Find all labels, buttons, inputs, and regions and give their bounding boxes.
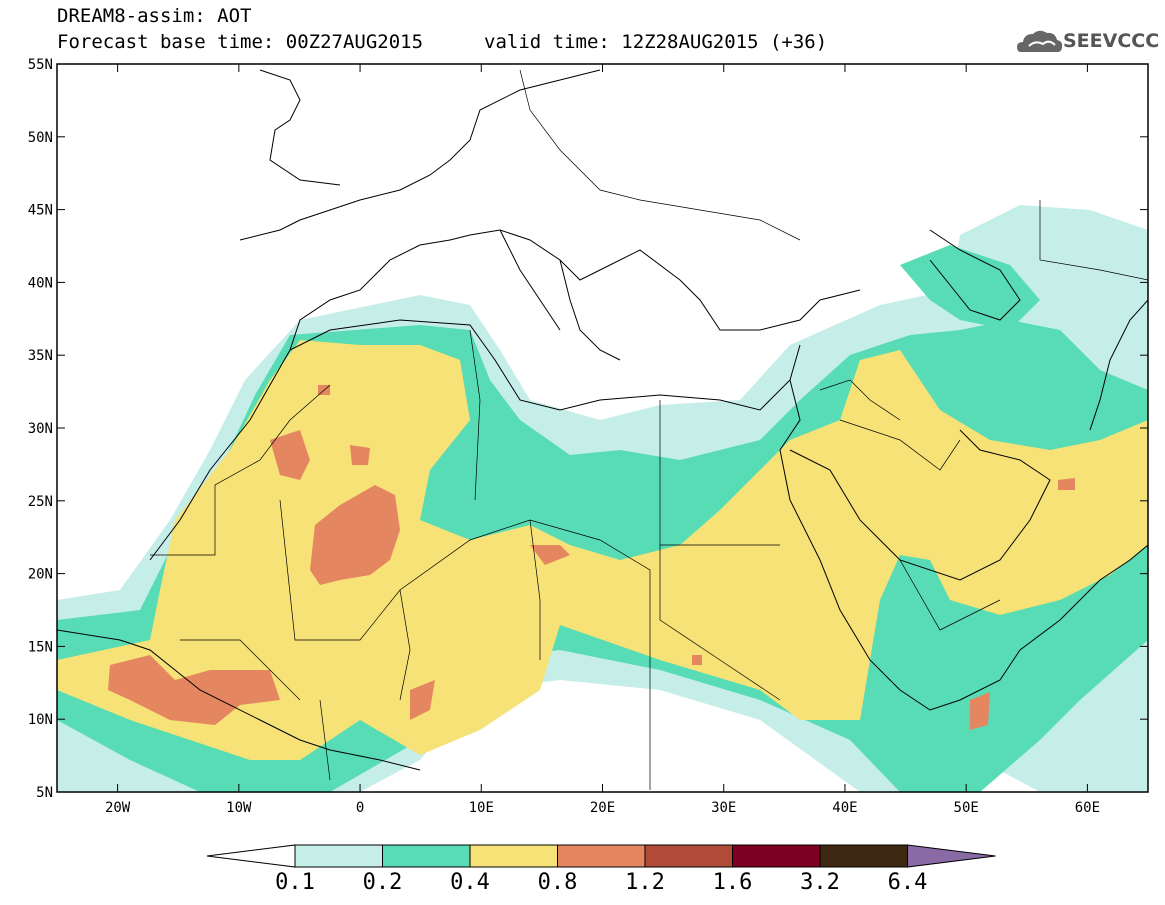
colorbar-segment — [557, 844, 646, 868]
colorbar-label: 0.4 — [450, 870, 490, 895]
lat-tick-label: 30N — [28, 421, 53, 437]
colorbar-segment — [644, 844, 733, 868]
lon-tick-label: 50E — [954, 800, 979, 816]
colorbar-low-arrow — [206, 844, 296, 868]
colorbar-segment — [382, 844, 471, 868]
colorbar-segment — [294, 844, 383, 868]
lon-tick-label: 60E — [1075, 800, 1100, 816]
colorbar-segment — [819, 844, 908, 868]
cloud-icon — [1017, 30, 1063, 52]
forecast-base-time: Forecast base time: 00Z27AUG2015 — [57, 31, 424, 53]
lat-tick-label: 35N — [28, 348, 53, 364]
lat-tick-label: 5N — [36, 785, 53, 801]
lon-tick-label: 40E — [832, 800, 857, 816]
valid-time: valid time: 12Z28AUG2015 (+36) — [484, 31, 828, 53]
lat-tick-label: 15N — [28, 639, 53, 655]
map-title: DREAM8-assim: AOT — [57, 5, 252, 27]
colorbar-label: 3.2 — [800, 870, 840, 895]
country-borders — [150, 69, 1148, 790]
colorbar-label: 0.1 — [275, 870, 315, 895]
lat-tick-label: 10N — [28, 712, 53, 728]
lon-tick-label: 10E — [469, 800, 494, 816]
aot-field — [57, 205, 1148, 792]
aot-band-0.8 — [108, 385, 1075, 730]
lon-tick-label: 30E — [711, 800, 736, 816]
lat-tick-label: 40N — [28, 275, 53, 291]
lat-tick-label: 50N — [28, 130, 53, 146]
lon-tick-label: 10W — [226, 800, 252, 816]
lon-tick-label: 0 — [356, 800, 364, 816]
coastlines — [57, 69, 1148, 771]
lon-axis: 20W 10W 0 10E 20E 30E 40E 50E 60E — [105, 64, 1100, 816]
lon-tick-label: 20W — [105, 800, 131, 816]
colorbar: 0.1 0.2 0.4 0.8 1.2 1.6 3.2 6.4 — [206, 844, 996, 895]
colorbar-segment — [732, 844, 821, 868]
colorbar-label: 1.2 — [625, 870, 665, 895]
colorbar-label: 6.4 — [888, 870, 928, 895]
colorbar-label: 0.2 — [363, 870, 403, 895]
colorbar-label: 1.6 — [713, 870, 753, 895]
lat-tick-label: 45N — [28, 203, 53, 219]
lat-tick-label: 55N — [28, 57, 53, 73]
colorbar-high-arrow — [907, 844, 996, 868]
colorbar-segment — [469, 844, 558, 868]
lat-tick-label: 25N — [28, 494, 53, 510]
lon-tick-label: 20E — [590, 800, 615, 816]
logo-text: SEEVCCC — [1063, 30, 1160, 52]
aot-band-0.4 — [57, 340, 1148, 760]
lat-axis: 55N 50N 45N 40N 35N 30N 25N 20N 15N 10N 5N — [28, 57, 1148, 801]
lat-tick-label: 20N — [28, 567, 53, 583]
colorbar-label: 0.8 — [538, 870, 578, 895]
